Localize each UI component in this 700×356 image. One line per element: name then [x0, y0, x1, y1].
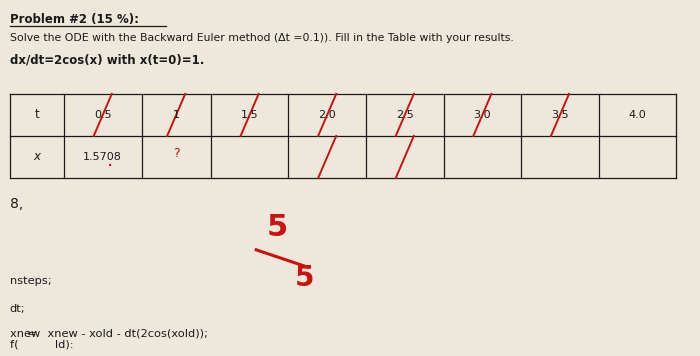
Text: 3.0: 3.0 — [474, 110, 491, 120]
Text: =: = — [27, 329, 36, 339]
Text: 2.0: 2.0 — [318, 110, 336, 120]
Text: xnew >(new - xold - dt(2cos(xold)));: xnew >(new - xold - dt(2cos(xold))); — [3, 329, 204, 339]
Text: t: t — [34, 109, 39, 121]
Text: 2.5: 2.5 — [396, 110, 414, 120]
Text: dt;: dt; — [10, 304, 25, 314]
Text: 0.5: 0.5 — [94, 110, 111, 120]
Text: dx/dt=2cos(x) with x(t=0)=1.: dx/dt=2cos(x) with x(t=0)=1. — [10, 54, 204, 67]
Text: f(          ld):: f( ld): — [10, 340, 74, 350]
Text: 5: 5 — [295, 264, 314, 292]
Text: nsteps;: nsteps; — [10, 276, 51, 286]
Text: 1: 1 — [173, 110, 180, 120]
Text: 8,: 8, — [10, 197, 23, 211]
Text: ?: ? — [173, 147, 179, 160]
Text: Problem #2 (15 %):: Problem #2 (15 %): — [10, 13, 139, 26]
Text: .: . — [106, 151, 113, 170]
Text: 4.0: 4.0 — [629, 110, 647, 120]
Text: xnew  xnew - xold - dt(2cos(xold));: xnew xnew - xold - dt(2cos(xold)); — [10, 329, 208, 339]
Text: Solve the ODE with the Backward Euler method (Δt =0.1)). Fill in the Table with : Solve the ODE with the Backward Euler me… — [10, 32, 514, 43]
Text: 3.5: 3.5 — [551, 110, 569, 120]
Text: x: x — [34, 151, 41, 163]
Text: 1.5708: 1.5708 — [83, 152, 122, 162]
Text: 1.5: 1.5 — [241, 110, 258, 120]
Text: 5: 5 — [267, 213, 288, 242]
